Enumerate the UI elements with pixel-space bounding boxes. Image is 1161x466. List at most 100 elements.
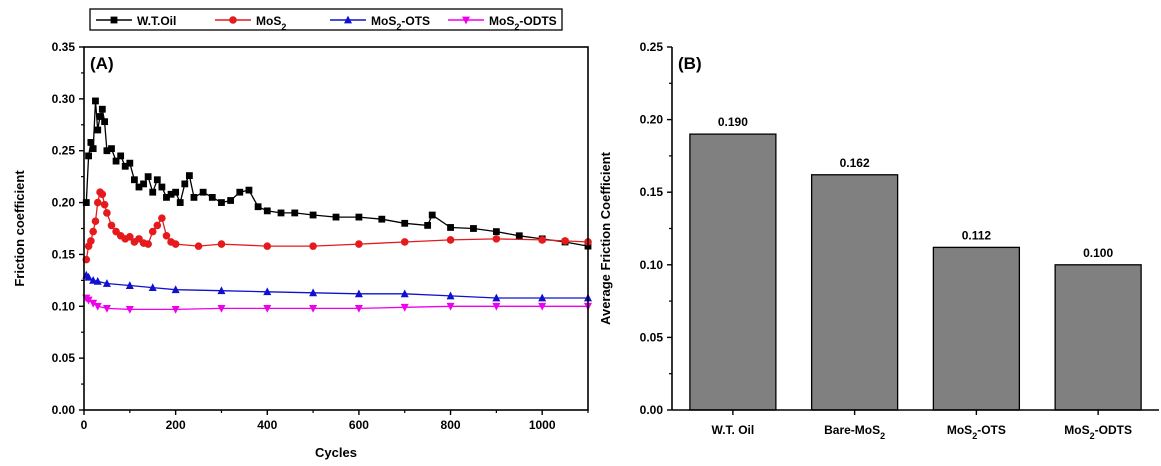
series-3 — [82, 294, 592, 314]
data-point — [401, 219, 409, 227]
data-point — [400, 238, 409, 246]
panel-label: (B) — [678, 54, 702, 73]
x-category-label: MoS2-ODTS — [1064, 423, 1132, 441]
legend-label-base: W.T.Oil — [137, 14, 176, 28]
data-point — [102, 304, 111, 313]
x-tick-label: 800 — [441, 418, 461, 432]
data-point — [561, 237, 569, 245]
x-category-label-sub: 2 — [1090, 431, 1095, 441]
y-axis-label: Friction coefficient — [12, 170, 27, 287]
data-point — [131, 176, 138, 184]
legend-marker — [344, 15, 352, 24]
data-point — [144, 240, 152, 248]
bar-value-label: 0.112 — [962, 228, 992, 242]
legend-label-base: MoS — [489, 14, 514, 28]
legend-label-base: MoS — [371, 14, 396, 28]
data-point — [94, 126, 102, 134]
data-point — [446, 302, 455, 311]
data-point — [199, 188, 207, 196]
data-point — [309, 211, 317, 219]
data-point — [163, 193, 170, 201]
data-point — [171, 240, 180, 248]
data-point — [446, 291, 455, 300]
plot-frame — [83, 46, 589, 411]
legend-marker — [110, 16, 118, 24]
data-point — [89, 275, 98, 284]
data-point — [153, 221, 162, 230]
data-point — [171, 305, 180, 314]
x-category-label-tail: -ODTS — [1095, 423, 1132, 437]
legend-label-base: MoS — [256, 14, 281, 28]
data-point — [98, 190, 107, 199]
data-point — [158, 214, 166, 222]
data-point — [263, 304, 272, 313]
legend-label: MoS2-ODTS — [489, 14, 557, 32]
data-point — [140, 180, 147, 188]
data-point — [227, 197, 235, 204]
bar — [1054, 264, 1142, 411]
data-point — [218, 199, 225, 206]
bar-value-label: 0.190 — [718, 115, 748, 129]
data-point — [492, 228, 500, 236]
data-point — [103, 209, 111, 217]
data-point — [103, 147, 111, 155]
x-category-label-sub: 2 — [972, 431, 977, 441]
data-point — [291, 209, 299, 217]
data-point — [89, 227, 97, 236]
data-point — [492, 235, 501, 243]
data-point — [100, 200, 109, 209]
data-point — [93, 302, 102, 311]
y-tick-label: 0.15 — [52, 247, 76, 261]
data-point — [538, 302, 547, 311]
y-tick-label: 0.00 — [52, 403, 76, 417]
series-1 — [82, 188, 592, 264]
bar — [810, 174, 899, 411]
series-0 — [82, 97, 592, 250]
y-tick-label: 0.00 — [640, 403, 664, 417]
y-tick-label: 0.30 — [52, 92, 76, 106]
data-point — [236, 188, 244, 196]
data-point — [153, 176, 161, 184]
data-point — [126, 232, 134, 241]
data-point — [158, 183, 166, 191]
bar — [689, 133, 777, 411]
legend-box — [89, 8, 563, 31]
y-tick-label: 0.35 — [52, 40, 76, 54]
data-point — [167, 190, 175, 198]
data-point — [91, 217, 100, 226]
x-category-label-base: Bare-MoS — [824, 423, 880, 437]
data-point — [89, 145, 97, 153]
data-point — [309, 304, 318, 313]
data-point — [254, 203, 262, 211]
data-point — [217, 240, 226, 248]
data-point — [515, 232, 523, 240]
series-line — [85, 274, 588, 299]
legend-label-sub: 2 — [514, 22, 519, 32]
data-point — [378, 215, 386, 223]
data-point — [355, 213, 363, 221]
legend-label-sub: 2 — [281, 22, 286, 32]
data-point — [245, 186, 253, 194]
data-point — [538, 293, 547, 302]
y-tick-label: 0.15 — [640, 185, 664, 199]
data-point — [92, 97, 99, 105]
panel-label: (A) — [90, 54, 114, 73]
legend-label: MoS2-OTS — [371, 14, 430, 32]
data-point — [428, 211, 436, 219]
x-category-label: MoS2-OTS — [947, 423, 1006, 441]
data-point — [126, 159, 134, 167]
data-point — [208, 193, 216, 201]
data-point — [492, 302, 501, 311]
bar-value-label: 0.162 — [840, 156, 870, 170]
legend: W.T.Oil MoS2 MoS2-OTS MoS2-ODTS — [89, 8, 563, 32]
data-point — [354, 289, 363, 298]
data-point — [263, 207, 271, 215]
data-point — [400, 303, 409, 312]
line-chart-panel: 0.00 0.05 0.10 0.15 0.20 0.25 0.30 0.35 0 200 400 6… — [12, 8, 592, 460]
bar-value-label: 0.100 — [1083, 246, 1113, 260]
data-point — [194, 242, 203, 250]
data-point — [354, 304, 363, 313]
legend-label: W.T.Oil — [137, 14, 176, 28]
data-point — [355, 240, 363, 248]
